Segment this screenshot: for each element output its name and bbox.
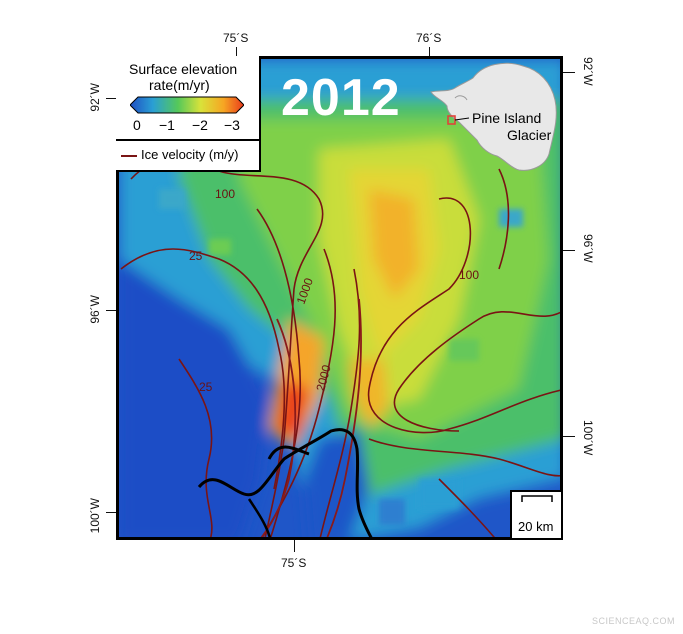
coord-right-100w: 100´W [581,420,595,456]
coord-top-76s: 76´S [416,31,442,45]
tick-top-76s [429,47,430,56]
year-label: 2012 [281,69,401,127]
coord-right-96w: 96´W [581,234,595,263]
tick-top-75s [236,47,237,56]
coord-left-92w: 92´W [88,83,102,112]
map-legend: Surface elevation rate(m/yr) 0 −1 −2 −3 … [116,56,261,172]
tick-left-92w [106,98,116,99]
coord-left-100w: 100´W [88,498,102,534]
legend-tick-3: −3 [224,117,240,133]
tick-right-100w [563,436,575,437]
antarctica-landmass [430,62,557,171]
tick-left-96w [106,310,116,311]
grounding-line-branch [247,498,271,537]
legend-velocity-entry: Ice velocity (m/y) [121,147,239,162]
coord-bottom-75s: 75´S [281,556,307,570]
legend-tick-0: 0 [133,117,141,133]
trunk-flow-lines [260,298,362,537]
contour-label: 25 [199,380,213,394]
place-label-line2: Glacier [507,127,552,143]
velocity-contours [120,158,560,537]
place-label-line1: Pine Island [472,110,542,126]
scale-bar-graphic [521,495,553,502]
contour-line [498,168,510,270]
contour-line [438,478,495,537]
tick-right-96w [563,250,575,251]
contour-label: 100 [459,268,479,282]
legend-title: Surface elevation [129,61,238,77]
antarctica-outline [430,62,557,171]
contour-line [120,248,286,490]
tick-left-100w [106,512,116,513]
legend-title-units: rate(m/yr) [149,77,210,93]
speckle-field [159,189,523,525]
tick-bottom-75s [294,540,295,552]
grounding-line [197,428,373,537]
contour-label: 2000 [313,363,334,393]
map-canvas: 100 25 1000 2000 100 25 [119,59,560,537]
pointer-line [454,117,470,121]
legend-tick-1: −1 [159,117,175,133]
coord-right-92w: 92´W [581,57,595,86]
antarctica-inset: Pine Island Glacier [425,56,563,176]
velocity-line-swatch [121,154,137,157]
legend-velocity-label: Ice velocity (m/y) [141,147,239,162]
scale-bar-label: 20 km [518,519,554,534]
contour-label: 100 [215,187,235,201]
contour-label: 25 [189,249,203,263]
coord-left-96w: 96´W [88,295,102,324]
coast-detail [454,95,468,101]
watermark: SCIENCEAQ.COM [591,616,675,626]
legend-tick-2: −2 [192,117,208,133]
pine-island-marker [447,115,456,125]
contour-line [393,310,560,432]
tick-right-92w [563,72,575,73]
contour-line [367,197,560,434]
scale-bar: 20 km [510,490,563,540]
contour-line [178,358,213,537]
legend-divider [116,139,259,141]
contour-line [368,438,560,477]
grounding-line-branch [267,445,310,460]
legend-colorbar [130,96,244,114]
contour-line [256,208,302,537]
coord-top-75s: 75´S [223,31,249,45]
